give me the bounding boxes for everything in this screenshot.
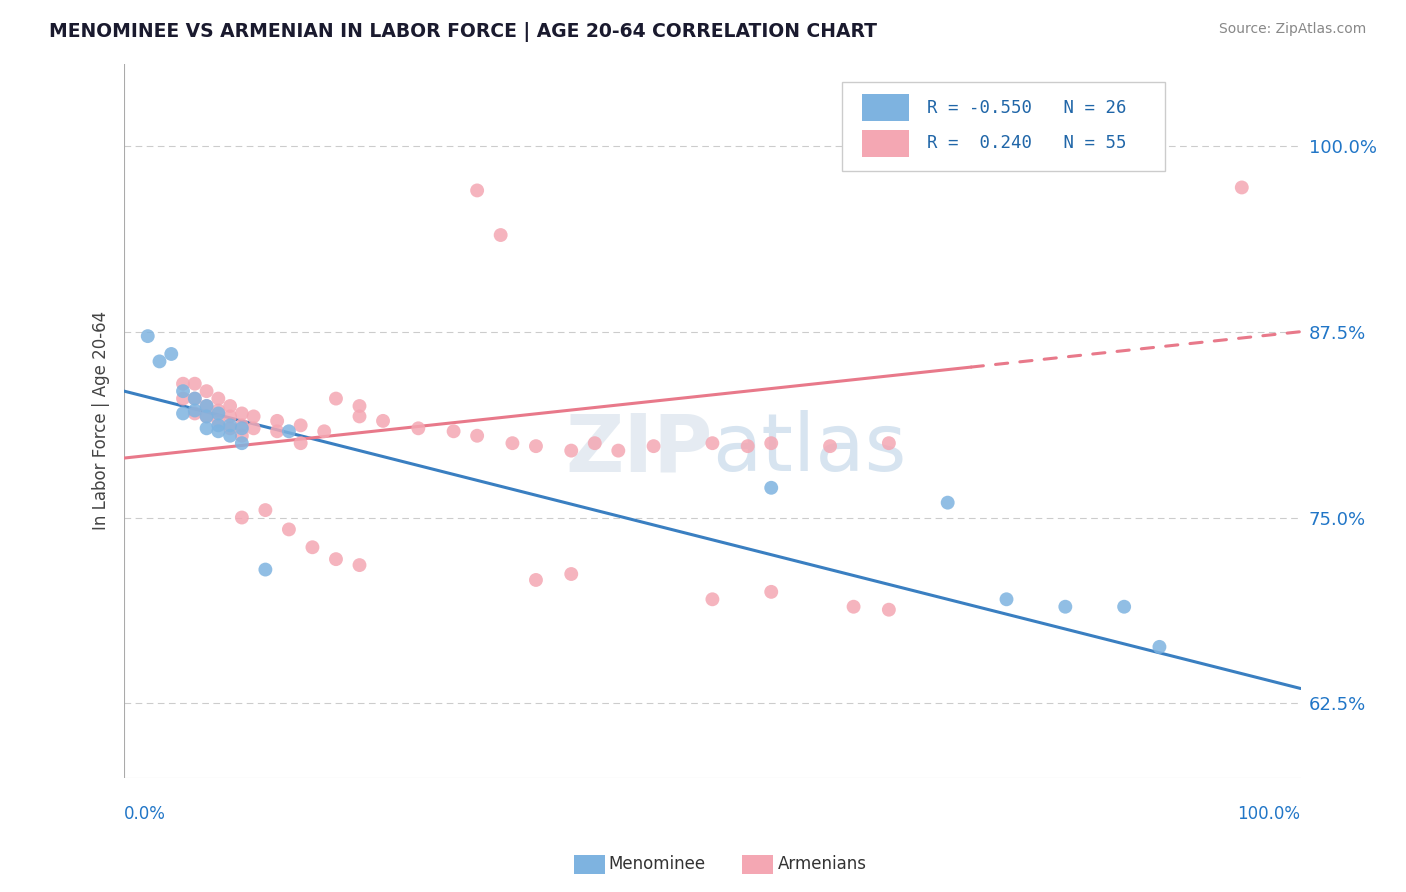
Point — [207, 392, 229, 406]
Point — [1230, 180, 1253, 194]
Point — [277, 523, 299, 537]
Point — [277, 425, 299, 439]
Text: R = -0.550   N = 26: R = -0.550 N = 26 — [927, 99, 1126, 117]
Point — [325, 392, 347, 406]
Point — [172, 392, 194, 406]
Point — [489, 227, 512, 242]
Point — [172, 376, 194, 391]
Point — [242, 421, 264, 435]
Point — [501, 436, 523, 450]
Point — [207, 403, 229, 417]
Point — [583, 436, 606, 450]
Text: 100.0%: 100.0% — [1237, 805, 1301, 823]
Point — [995, 592, 1018, 607]
Point — [266, 425, 288, 439]
Point — [301, 541, 323, 555]
Point — [207, 425, 229, 439]
Point — [443, 425, 465, 439]
Point — [607, 443, 630, 458]
Point — [560, 443, 582, 458]
Point — [207, 414, 229, 428]
Text: Armenians: Armenians — [778, 855, 866, 873]
Point — [524, 439, 547, 453]
Point — [195, 384, 218, 399]
Point — [254, 563, 277, 577]
Point — [195, 409, 218, 424]
Point — [349, 558, 371, 573]
Point — [184, 376, 207, 391]
Point — [761, 436, 783, 450]
Point — [231, 510, 253, 524]
Point — [219, 429, 242, 443]
FancyBboxPatch shape — [862, 129, 908, 157]
Text: R =  0.240   N = 55: R = 0.240 N = 55 — [927, 135, 1126, 153]
Point — [325, 552, 347, 566]
Point — [195, 409, 218, 424]
Point — [172, 407, 194, 421]
Point — [219, 418, 242, 433]
Point — [231, 418, 253, 433]
Point — [219, 399, 242, 413]
Point — [524, 573, 547, 587]
Point — [842, 599, 865, 614]
Point — [254, 503, 277, 517]
Point — [465, 429, 488, 443]
Point — [184, 407, 207, 421]
Point — [160, 347, 183, 361]
Point — [184, 403, 207, 417]
Text: atlas: atlas — [713, 410, 907, 489]
Point — [560, 567, 582, 582]
Point — [195, 399, 218, 413]
Point — [242, 409, 264, 424]
FancyBboxPatch shape — [862, 94, 908, 121]
Point — [936, 496, 959, 510]
Point — [737, 439, 759, 453]
Point — [290, 418, 312, 433]
Text: Source: ZipAtlas.com: Source: ZipAtlas.com — [1219, 22, 1367, 37]
Point — [702, 592, 724, 607]
Point — [465, 183, 488, 197]
Point — [219, 409, 242, 424]
FancyBboxPatch shape — [842, 82, 1166, 171]
Point — [408, 421, 430, 435]
Point — [314, 425, 336, 439]
Point — [761, 481, 783, 495]
Point — [1054, 599, 1077, 614]
Point — [349, 409, 371, 424]
Point — [195, 421, 218, 435]
Y-axis label: In Labor Force | Age 20-64: In Labor Force | Age 20-64 — [93, 311, 110, 531]
Point — [184, 392, 207, 406]
Point — [290, 436, 312, 450]
Point — [231, 421, 253, 435]
Point — [818, 439, 841, 453]
Point — [195, 399, 218, 413]
Text: 0.0%: 0.0% — [124, 805, 166, 823]
Point — [184, 392, 207, 406]
Point — [877, 436, 900, 450]
Text: MENOMINEE VS ARMENIAN IN LABOR FORCE | AGE 20-64 CORRELATION CHART: MENOMINEE VS ARMENIAN IN LABOR FORCE | A… — [49, 22, 877, 42]
Point — [1114, 599, 1136, 614]
Text: Menominee: Menominee — [609, 855, 706, 873]
Point — [349, 399, 371, 413]
Point — [877, 603, 900, 617]
Point — [1149, 640, 1171, 654]
Point — [207, 418, 229, 433]
Point — [148, 354, 170, 368]
Point — [231, 407, 253, 421]
Point — [219, 421, 242, 435]
Point — [761, 585, 783, 599]
Point — [231, 436, 253, 450]
Point — [702, 436, 724, 450]
Point — [643, 439, 665, 453]
Point — [995, 815, 1018, 830]
Point — [172, 384, 194, 399]
Point — [371, 414, 394, 428]
Text: ZIP: ZIP — [565, 410, 713, 489]
Point — [231, 429, 253, 443]
Point — [136, 329, 159, 343]
Point — [207, 407, 229, 421]
Point — [266, 414, 288, 428]
